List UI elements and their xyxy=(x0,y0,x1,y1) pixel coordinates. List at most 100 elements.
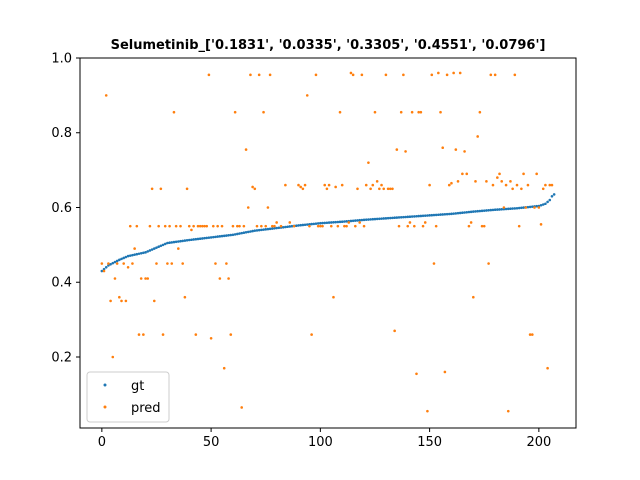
pred-point xyxy=(498,172,501,176)
gt-point xyxy=(395,216,399,219)
pred-point xyxy=(126,265,130,269)
gt-point xyxy=(220,234,224,238)
pred-point xyxy=(415,372,418,376)
gt-point xyxy=(174,240,178,244)
pred-point xyxy=(528,333,532,336)
gt-point xyxy=(500,207,504,211)
pred-point xyxy=(262,110,265,114)
gt-point xyxy=(428,214,431,217)
pred-point xyxy=(113,277,117,280)
gt-point xyxy=(170,241,174,244)
pred-point xyxy=(124,299,128,303)
pred-point xyxy=(362,224,366,228)
pred-point xyxy=(343,224,346,228)
gt-point xyxy=(168,241,171,245)
gt-point xyxy=(155,246,158,249)
gt-point xyxy=(546,200,549,204)
pred-point xyxy=(323,183,327,187)
pred-point xyxy=(284,183,287,187)
pred-point xyxy=(255,224,259,228)
gt-point xyxy=(249,230,252,233)
pred-point xyxy=(515,183,519,187)
gt-point xyxy=(227,234,230,237)
pred-point xyxy=(238,224,241,228)
y-tick-label: 0.6 xyxy=(51,201,72,216)
pred-point xyxy=(236,224,239,228)
gt-point xyxy=(133,253,136,256)
gt-point xyxy=(360,218,364,222)
pred-point xyxy=(452,71,455,75)
gt-point xyxy=(358,218,361,222)
gt-point xyxy=(144,251,147,254)
gt-point xyxy=(450,212,453,216)
gt-point xyxy=(364,218,368,221)
pred-point xyxy=(423,221,427,224)
pred-point xyxy=(177,247,180,250)
gt-point xyxy=(319,221,322,225)
pred-point xyxy=(207,73,211,77)
gt-point xyxy=(295,224,298,227)
gt-point xyxy=(264,228,268,231)
series-gt xyxy=(100,193,556,273)
gt-point xyxy=(340,220,344,223)
pred-point xyxy=(517,224,521,228)
pred-point xyxy=(157,224,160,228)
pred-point xyxy=(146,277,150,280)
pred-point xyxy=(187,224,191,228)
pred-point xyxy=(428,183,431,187)
gt-point xyxy=(139,251,143,255)
x-tick-label: 200 xyxy=(526,435,551,450)
gt-point xyxy=(236,232,239,236)
pred-point xyxy=(338,110,342,114)
gt-point xyxy=(530,205,534,208)
pred-point xyxy=(367,161,370,164)
gt-point xyxy=(325,221,329,225)
gt-point xyxy=(351,219,355,223)
gt-point xyxy=(109,263,112,266)
pred-point xyxy=(360,73,364,77)
gt-point xyxy=(104,265,108,269)
pred-point xyxy=(100,262,104,265)
gt-point xyxy=(454,212,458,215)
gt-point xyxy=(166,241,169,245)
pred-point xyxy=(472,295,475,299)
pred-point xyxy=(439,110,442,114)
pred-point xyxy=(347,221,351,224)
pred-point xyxy=(373,110,377,114)
gt-point xyxy=(268,227,272,231)
pred-point xyxy=(369,187,372,191)
gt-point xyxy=(472,210,475,213)
gt-point xyxy=(404,215,407,219)
gt-point xyxy=(181,239,184,243)
gt-point xyxy=(548,198,552,202)
gt-point xyxy=(434,213,438,217)
gt-point xyxy=(356,219,359,222)
gt-point xyxy=(541,203,545,206)
gt-point xyxy=(312,222,316,226)
pred-point xyxy=(539,223,543,226)
pred-point xyxy=(168,224,171,228)
series-pred xyxy=(100,71,554,413)
pred-point xyxy=(489,73,493,77)
pred-point xyxy=(196,224,200,228)
pred-point xyxy=(150,187,154,191)
gt-point xyxy=(539,203,543,207)
pred-point xyxy=(104,94,108,97)
pred-point xyxy=(487,262,490,265)
x-tick-label: 50 xyxy=(203,435,220,450)
pred-point xyxy=(122,262,126,265)
gt-point xyxy=(515,206,519,210)
gt-point xyxy=(266,227,270,231)
pred-point xyxy=(410,110,414,114)
gt-point xyxy=(240,231,243,235)
pred-point xyxy=(340,183,344,187)
pred-point xyxy=(386,187,390,191)
gt-point xyxy=(496,208,499,211)
gt-point xyxy=(465,210,469,214)
pred-point xyxy=(358,221,361,224)
pred-point xyxy=(225,262,228,265)
gt-point xyxy=(185,239,189,242)
pred-point xyxy=(406,224,410,228)
gt-point xyxy=(552,193,556,196)
